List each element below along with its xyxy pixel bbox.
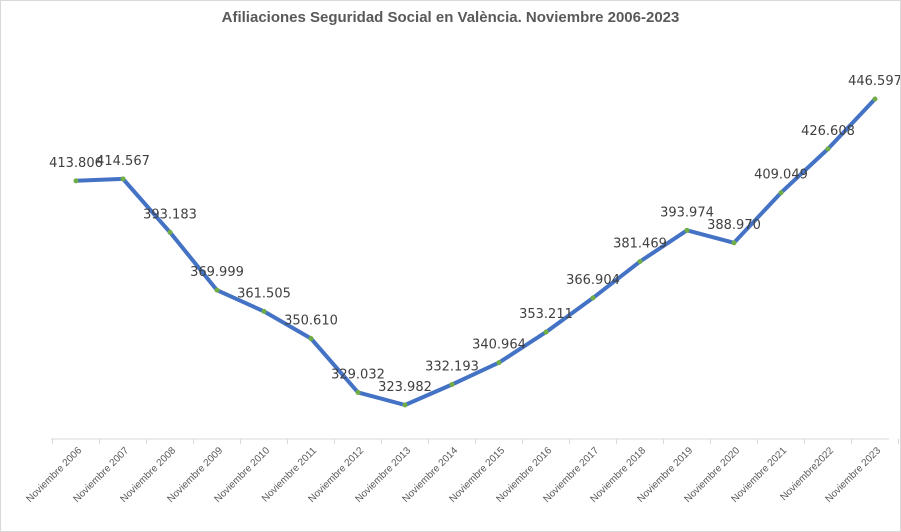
data-label: 413.806 <box>49 156 103 171</box>
data-point <box>543 329 549 335</box>
data-point <box>355 389 361 395</box>
data-point <box>402 402 408 408</box>
data-label: 366.904 <box>566 273 620 288</box>
chart-title: Afiliaciones Seguridad Social en Valènci… <box>221 9 680 26</box>
data-label: 350.610 <box>284 314 338 329</box>
data-label: 332.193 <box>425 360 479 375</box>
data-label: 323.982 <box>378 380 432 395</box>
data-label: 369.999 <box>190 265 244 280</box>
data-label: 409.049 <box>754 168 808 183</box>
data-point <box>214 287 220 293</box>
data-label: 381.469 <box>613 237 667 252</box>
data-label: 393.974 <box>660 205 714 220</box>
data-label: 426.608 <box>801 124 855 139</box>
data-point <box>449 382 455 388</box>
data-point <box>778 190 784 196</box>
data-label: 414.567 <box>96 154 150 169</box>
data-label: 446.597 <box>848 74 900 89</box>
data-label: 393.183 <box>143 207 197 222</box>
data-point <box>731 240 737 246</box>
data-point <box>684 227 690 233</box>
data-label: 361.505 <box>237 286 291 301</box>
data-point <box>872 96 878 102</box>
data-label: 388.970 <box>707 218 761 233</box>
data-point <box>167 229 173 235</box>
data-point <box>637 259 643 265</box>
data-point <box>308 336 314 342</box>
data-label: 329.032 <box>331 367 385 382</box>
data-point <box>496 360 502 366</box>
data-label: 340.964 <box>472 338 526 353</box>
data-label: 353.211 <box>519 307 573 322</box>
data-point <box>590 295 596 301</box>
data-point <box>73 178 79 184</box>
data-point <box>120 176 126 182</box>
data-point <box>261 308 267 314</box>
data-point <box>825 146 831 152</box>
series-line <box>74 97 877 407</box>
